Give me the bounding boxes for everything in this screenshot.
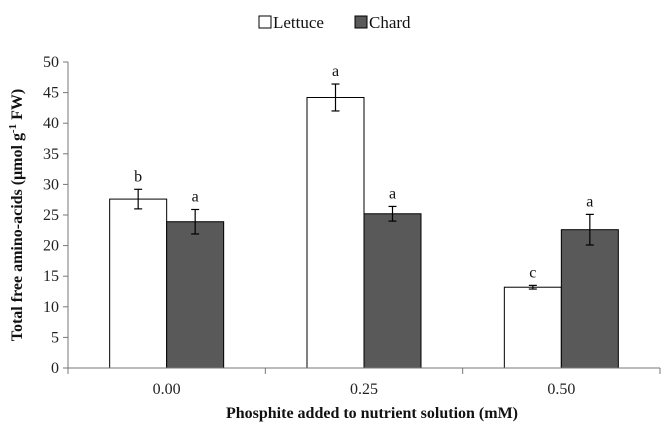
y-tick-label: 40 xyxy=(43,115,59,132)
x-tick-label: 0.50 xyxy=(547,381,575,398)
legend-swatch-lettuce xyxy=(258,15,272,29)
y-tick-label: 5 xyxy=(51,329,59,346)
legend-swatch-chard xyxy=(354,15,368,29)
y-tick-label: 30 xyxy=(43,176,59,193)
x-axis-title: Phosphite added to nutrient solution (mM… xyxy=(226,405,518,422)
y-tick-label: 25 xyxy=(43,207,59,224)
error-bar-lettuce xyxy=(528,284,537,290)
significance-letter-lettuce: a xyxy=(332,63,339,80)
y-axis-title-main: Total free amino-acids (μmol g xyxy=(9,133,26,341)
significance-letter-chard: a xyxy=(192,188,199,205)
error-bar-chard xyxy=(388,205,397,222)
bars: b a a a c a xyxy=(109,63,619,369)
x-tick-label: 0.25 xyxy=(350,381,378,398)
error-bar-chard xyxy=(191,208,200,235)
y-tick-label: 45 xyxy=(43,85,59,102)
bar-lettuce xyxy=(306,96,365,369)
x-tick-label: 0.00 xyxy=(153,381,181,398)
y-tick-label: 35 xyxy=(43,146,59,163)
x-axis-ticks: 0.00 0.25 0.50 xyxy=(67,368,661,398)
y-tick-label: 20 xyxy=(43,238,59,255)
legend-label-lettuce: Lettuce xyxy=(273,13,324,32)
y-axis-title: Total free amino-acids (μmol g-1 FW) xyxy=(7,89,26,341)
significance-letter-lettuce: c xyxy=(529,264,536,281)
y-tick-label: 50 xyxy=(43,54,59,71)
bar-chard xyxy=(560,229,619,369)
y-tick-label: 10 xyxy=(43,299,59,316)
y-axis-ticks: 0 5 10 15 20 25 30 35 40 45 50 xyxy=(43,54,68,377)
y-tick-label: 0 xyxy=(51,360,59,377)
error-bar-lettuce xyxy=(331,83,340,112)
significance-letter-chard: a xyxy=(586,193,593,210)
bar-chard xyxy=(363,213,422,369)
bar-lettuce xyxy=(109,198,168,369)
legend: Lettuce Chard xyxy=(258,13,411,32)
bar-lettuce xyxy=(503,286,562,369)
significance-letter-chard: a xyxy=(389,185,396,202)
y-tick-label: 15 xyxy=(43,268,59,285)
bar-chard xyxy=(166,221,225,369)
y-axis-title-end: FW) xyxy=(9,89,26,124)
legend-label-chard: Chard xyxy=(369,13,411,32)
error-bar-lettuce xyxy=(134,188,143,210)
error-bar-chard xyxy=(585,213,594,246)
significance-letter-lettuce: b xyxy=(134,168,142,185)
y-axis-title-sup: -1 xyxy=(7,124,19,133)
